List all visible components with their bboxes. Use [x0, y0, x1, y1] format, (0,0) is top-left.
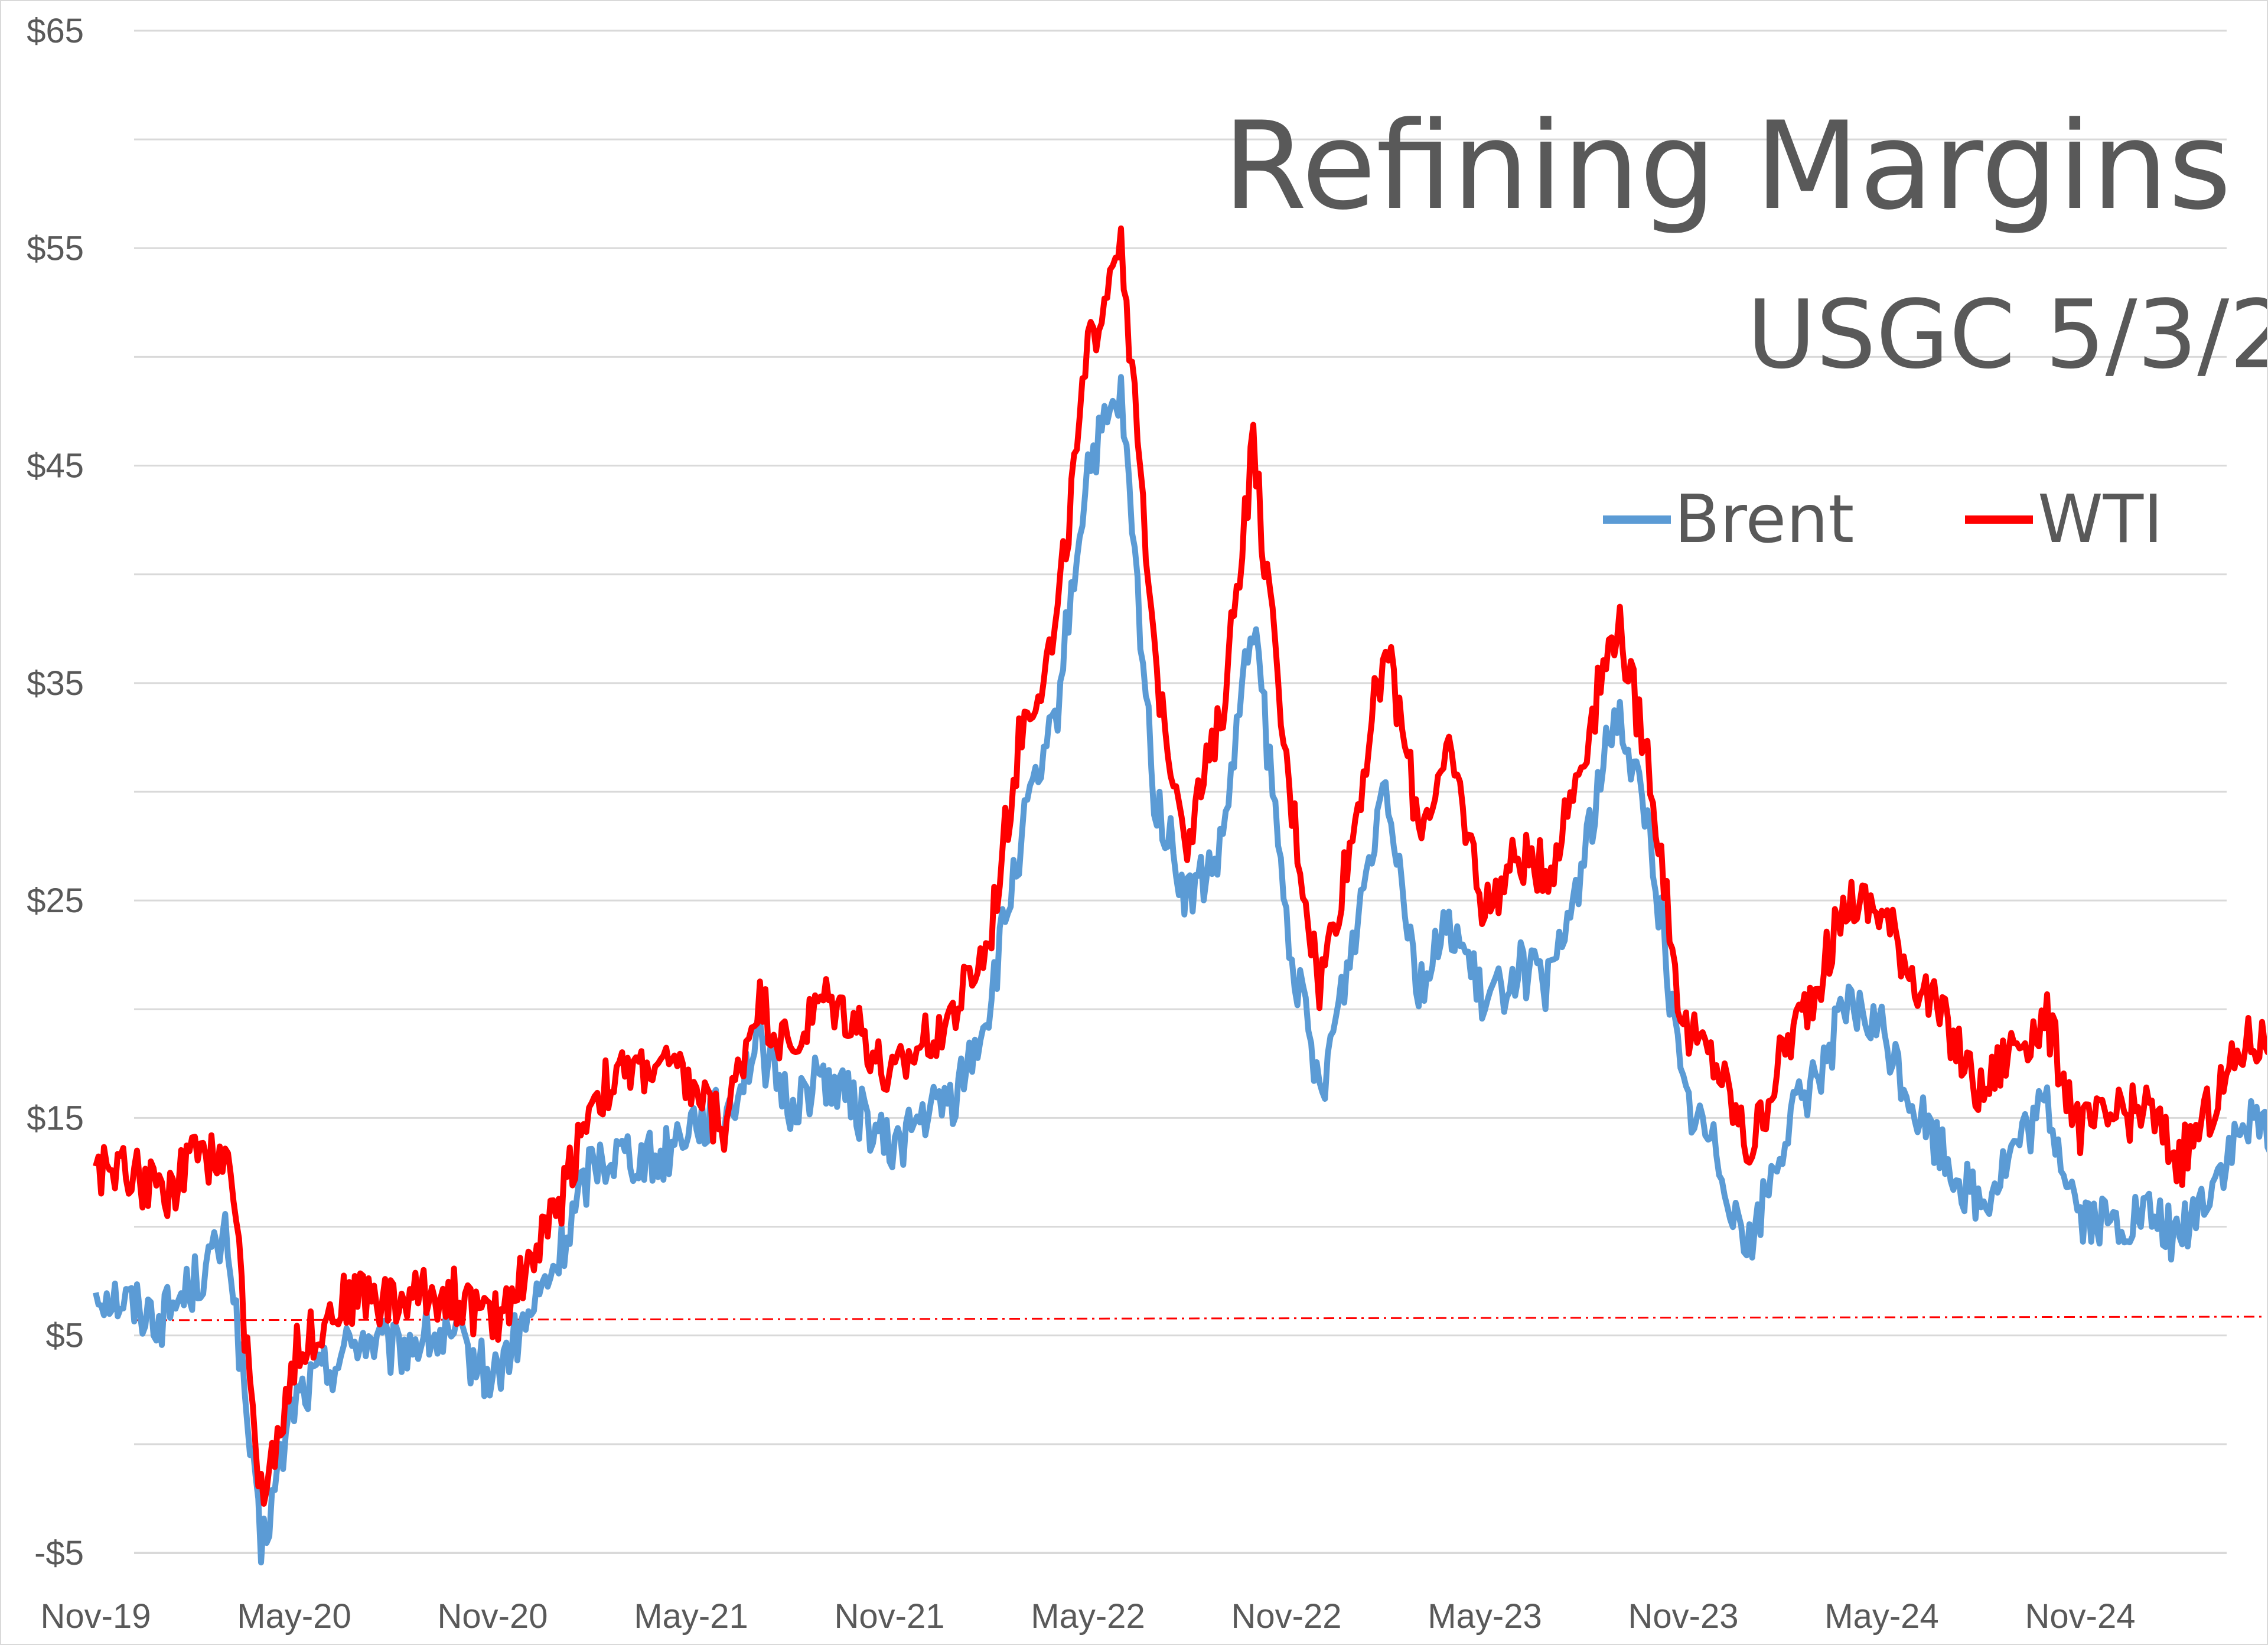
- y-tick-label: $55: [27, 229, 84, 267]
- y-tick-label: -$5: [34, 1534, 84, 1572]
- x-tick-label: Nov-22: [1231, 1597, 1342, 1636]
- x-tick-label: Nov-21: [835, 1597, 945, 1636]
- x-tick-label: May-24: [1824, 1597, 1938, 1636]
- y-tick-label: $5: [45, 1317, 84, 1355]
- series-layer: [93, 225, 2267, 1566]
- chart-title: Refining Margins: [1223, 96, 2231, 237]
- x-tick-label: May-23: [1428, 1597, 1542, 1636]
- x-tick-label: May-22: [1031, 1597, 1145, 1636]
- series-line-brent: [93, 374, 2267, 1566]
- x-tick-label: May-20: [237, 1597, 351, 1636]
- series-line-wti: [93, 225, 2267, 1507]
- y-tick-label: $65: [27, 12, 84, 50]
- x-tick-label: Nov-24: [2025, 1597, 2136, 1636]
- x-tick-label: Nov-19: [41, 1597, 151, 1636]
- x-tick-label: May-21: [634, 1597, 748, 1636]
- legend-label-brent: Brent: [1674, 481, 1854, 558]
- y-axis-tick-labels: $65 $55 $45 $35 $25 $15 $5 -$5: [27, 12, 84, 1572]
- chart-subtitle: USGC 5/3/2 Cracks: [1747, 279, 2267, 390]
- y-tick-label: $25: [27, 882, 84, 920]
- y-tick-label: $45: [27, 447, 84, 485]
- legend: Brent WTI: [1603, 481, 2163, 558]
- x-tick-label: Nov-20: [438, 1597, 548, 1636]
- x-axis-tick-labels: Nov-19 May-20 Nov-20 May-21 Nov-21 May-22 Nov-…: [41, 1597, 2136, 1636]
- y-tick-label: $15: [27, 1099, 84, 1137]
- reference-line: [133, 1316, 2265, 1321]
- gridlines: [134, 30, 2227, 1554]
- legend-label-wti: WTI: [2038, 481, 2163, 558]
- y-tick-label: $35: [27, 664, 84, 703]
- x-tick-label: Nov-23: [1628, 1597, 1739, 1636]
